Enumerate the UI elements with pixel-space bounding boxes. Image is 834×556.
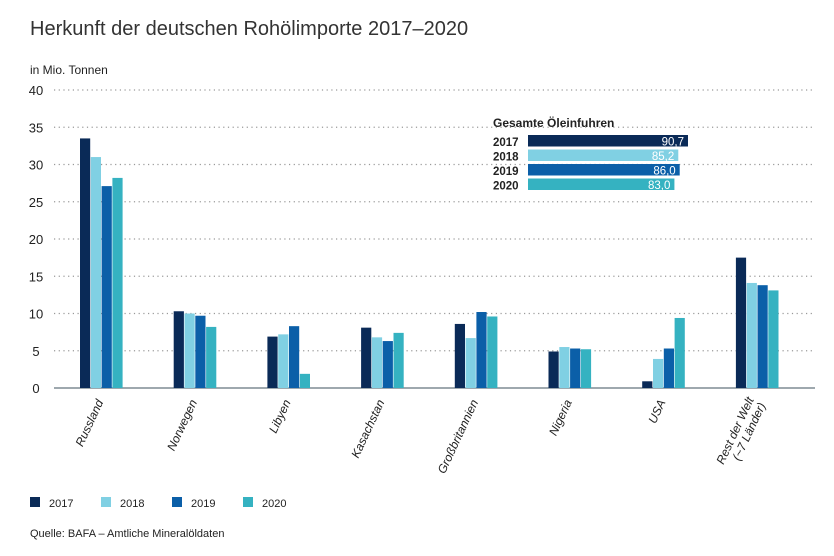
bar-2018	[653, 358, 664, 388]
y-tick-label: 0	[32, 381, 39, 396]
y-tick-label: 40	[29, 83, 43, 98]
legend-swatch-2017	[30, 497, 40, 507]
x-tick-label: USA	[645, 397, 668, 425]
bar-2020	[393, 332, 404, 388]
y-tick-label: 30	[29, 158, 43, 173]
bar-2018	[465, 338, 476, 388]
inset-title: Gesamte Öleinfuhren	[493, 115, 614, 130]
y-tick-label: 25	[29, 195, 43, 210]
y-tick-label: 10	[29, 307, 43, 322]
inset-bar-2019	[528, 164, 680, 176]
bar-2020	[580, 349, 592, 388]
x-tick-label: Norwegen	[164, 397, 200, 453]
bar-2018	[278, 334, 289, 388]
legend-swatch-2018	[101, 497, 111, 507]
inset-value-label: 83,0	[648, 180, 670, 192]
bar-2019	[382, 341, 393, 388]
inset-year-label: 2019	[493, 166, 519, 178]
bar-2019	[195, 315, 206, 388]
bar-2019	[570, 348, 581, 388]
y-tick-label: 15	[29, 269, 43, 284]
inset-bar-2017	[528, 135, 688, 147]
y-tick-label: 35	[29, 120, 43, 135]
bar-2017	[735, 257, 747, 388]
bar-2018	[90, 157, 101, 388]
chart-title: Herkunft der deutschen Rohölimporte 2017…	[30, 18, 469, 40]
legend-swatch-2020	[243, 497, 253, 507]
bar-2020	[206, 326, 217, 388]
bar-2017	[361, 327, 372, 388]
x-tick-label: Libyen	[266, 397, 294, 435]
legend-label: 2020	[262, 498, 286, 510]
inset-value-label: 86,0	[653, 166, 675, 178]
y-tick-label: 5	[32, 344, 39, 359]
bar-2017	[80, 138, 91, 388]
inset-year-label: 2018	[493, 152, 519, 164]
bar-2017	[642, 381, 653, 388]
bar-2017	[173, 311, 184, 388]
y-tick-label: 20	[29, 232, 43, 247]
x-tick-label: Rest der Welt(~7 Länder)	[713, 394, 768, 472]
bar-2019	[476, 312, 487, 388]
legend-swatch-2019	[172, 497, 182, 507]
legend-label: 2019	[191, 498, 215, 510]
inset-bar-2018	[528, 149, 679, 161]
bar-2020	[768, 290, 779, 388]
bar-2020	[674, 317, 685, 388]
inset-value-label: 85,2	[652, 151, 674, 163]
legend-label: 2018	[120, 498, 144, 510]
bar-2018	[184, 313, 195, 388]
bar-2017	[267, 336, 278, 388]
x-tick-label: Russland	[72, 397, 106, 449]
bar-2018	[559, 347, 570, 388]
bar-2018	[746, 282, 757, 388]
bar-2019	[757, 285, 768, 388]
x-tick-label: Nigeria	[546, 397, 575, 438]
bar-2020	[299, 373, 310, 388]
bar-2019	[289, 326, 300, 388]
bar-2017	[454, 323, 465, 388]
legend-label: 2017	[49, 498, 73, 510]
inset-value-label: 90,7	[662, 137, 684, 149]
y-axis-label: in Mio. Tonnen	[30, 63, 108, 77]
bar-2017	[548, 351, 559, 388]
bar-2018	[371, 337, 383, 388]
bar-2020	[487, 316, 498, 388]
inset-year-label: 2020	[493, 181, 519, 193]
x-tick-label: Kasachstan	[348, 397, 387, 460]
bar-2019	[101, 186, 112, 388]
bar-2019	[663, 348, 674, 388]
bar-2020	[112, 177, 123, 388]
x-tick-label: Großbritannien	[435, 397, 482, 476]
inset-bar-2020	[528, 178, 675, 190]
source-note: Quelle: BAFA – Amtliche Mineralöldaten	[30, 528, 225, 540]
inset-year-label: 2017	[493, 137, 519, 149]
